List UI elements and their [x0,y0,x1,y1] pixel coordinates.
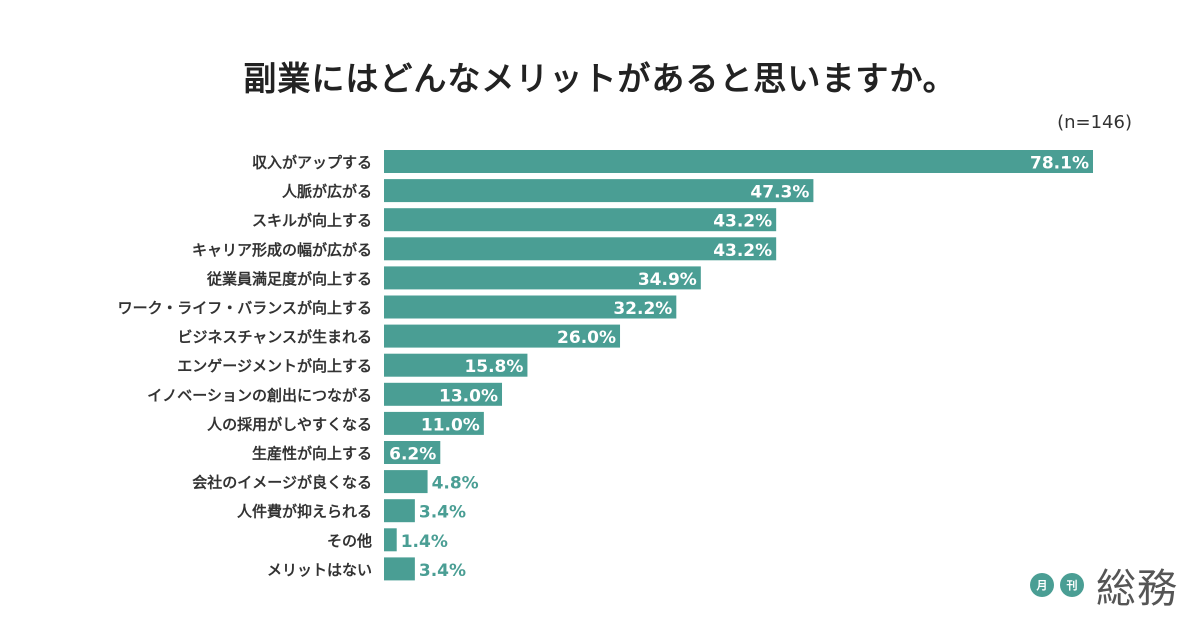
sample-size: (n=146) [1057,112,1132,133]
value-label: 15.8% [464,357,523,377]
category-label: エンゲージメントが向上する [177,357,372,375]
bar [384,237,777,261]
category-label: 人件費が抑えられる [237,503,372,521]
value-label: 13.0% [439,386,498,406]
value-label: 26.0% [557,328,616,348]
bar [384,411,484,435]
category-label: 会社のイメージが良くなる [192,474,372,492]
bar [384,499,415,523]
bar [384,382,503,406]
value-label: 6.2% [389,445,436,465]
category-label: ワーク・ライフ・バランスが向上する [118,299,372,317]
value-label: 43.2% [713,212,772,232]
value-label: 34.9% [638,270,697,290]
bar [384,150,1093,173]
logo: 月 刊 総務 [1030,556,1178,614]
value-label: 3.4% [419,503,466,523]
bar [384,179,814,203]
value-label: 3.4% [419,561,466,581]
bar [384,470,428,494]
category-label: 人脈が広がる [282,183,372,201]
value-label: 47.3% [750,183,809,203]
value-label: 4.8% [432,474,479,494]
category-label: 収入がアップする [252,154,372,172]
value-label: 78.1% [1030,154,1089,174]
category-label: 人の採用がしやすくなる [207,415,372,433]
value-label: 43.2% [713,241,772,261]
category-label: スキルが向上する [252,212,372,230]
category-label: その他 [327,532,372,550]
bar [384,208,777,232]
value-label: 11.0% [421,415,480,435]
bar [384,266,701,290]
bar [384,441,441,464]
bar [384,528,397,552]
category-label: メリットはない [267,561,372,579]
bar [384,557,415,581]
logo-text: 総務 [1096,566,1178,612]
value-label: 1.4% [401,532,448,552]
category-label: キャリア形成の幅が広がる [192,241,372,259]
chart-title: 副業にはどんなメリットがあると思いますか。 [243,59,957,98]
logo-badge-publication: 刊 [1060,573,1084,597]
category-label: 従業員満足度が向上する [206,270,372,288]
category-label: ビジネスチャンスが生まれる [177,328,372,346]
bar [384,324,621,348]
value-label: 32.2% [613,299,672,319]
logo-badge-month: 月 [1030,573,1054,597]
category-label: 生産性が向上する [252,445,372,463]
bar [384,295,677,319]
category-label: イノベーションの創出につながる [147,386,372,404]
bar [384,353,528,377]
